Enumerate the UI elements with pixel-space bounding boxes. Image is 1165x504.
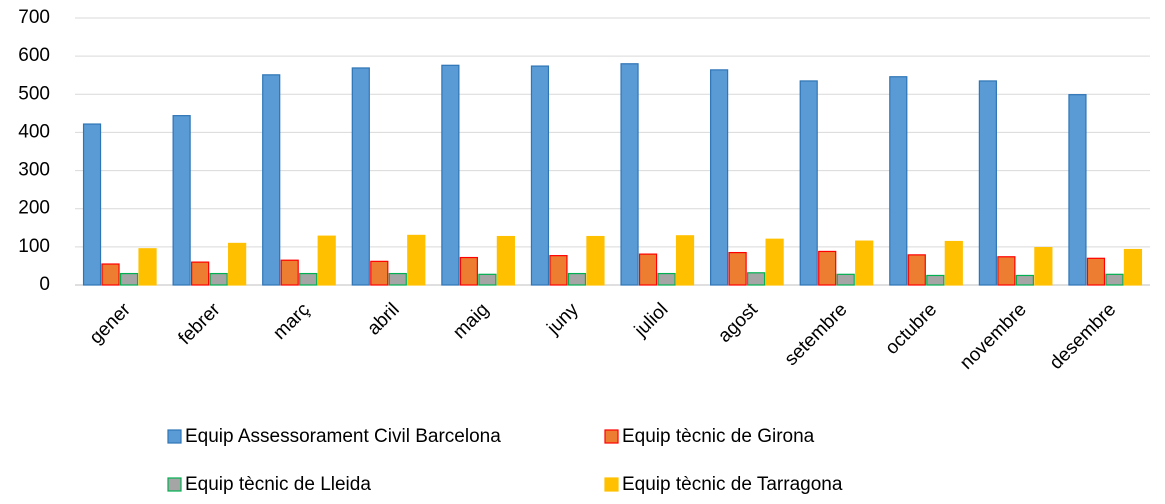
bar	[459, 256, 478, 286]
legend-label: Equip tècnic de Lleida	[185, 474, 371, 495]
x-tick-label: febrer	[175, 299, 225, 349]
bar	[978, 80, 997, 286]
y-tick-label: 0	[39, 274, 50, 295]
bar	[496, 235, 515, 286]
y-tick-label: 200	[18, 198, 50, 219]
bar	[567, 272, 587, 286]
x-tick-label: juny	[543, 299, 584, 340]
bar	[407, 234, 426, 286]
bar	[728, 251, 747, 286]
bar	[370, 260, 389, 286]
bar	[172, 115, 191, 286]
bar	[119, 272, 139, 286]
bar	[638, 253, 658, 286]
bar	[101, 263, 120, 286]
bar	[657, 272, 676, 286]
bar	[799, 80, 818, 286]
bar	[478, 273, 497, 286]
bar	[1105, 273, 1124, 286]
bar	[944, 240, 963, 286]
bar	[926, 274, 945, 286]
y-tick-label: 100	[18, 236, 50, 257]
x-tick-label: maig	[449, 299, 493, 343]
bar	[855, 240, 874, 286]
y-tick-label: 400	[18, 121, 50, 142]
x-tick-label: abril	[363, 299, 403, 339]
bar	[675, 235, 695, 286]
legend-label: Equip Assessorament Civil Barcelona	[185, 426, 501, 447]
bar	[710, 69, 729, 286]
bar	[818, 250, 837, 286]
bar	[317, 235, 336, 286]
x-tick-label: novembre	[956, 299, 1031, 374]
bar	[138, 248, 157, 286]
bar	[280, 259, 299, 286]
bar	[997, 256, 1016, 286]
legend-label: Equip tècnic de Girona	[622, 426, 815, 447]
x-tick-label: desembre	[1046, 299, 1121, 374]
y-tick-label: 600	[18, 45, 50, 66]
y-tick-label: 500	[18, 83, 50, 104]
bar	[1015, 274, 1034, 286]
x-tick-label: juliol	[630, 299, 672, 341]
legend-swatch	[167, 429, 182, 444]
x-tick-label: març	[269, 299, 314, 344]
bar	[620, 63, 639, 286]
bar	[441, 64, 460, 286]
bar	[262, 74, 281, 286]
bar	[1086, 257, 1106, 286]
legend-swatch	[604, 429, 619, 444]
bar	[299, 272, 318, 286]
x-tick-label: setembre	[781, 299, 852, 370]
bar	[747, 272, 766, 286]
bar	[228, 242, 247, 286]
bar	[586, 235, 605, 286]
x-tick-label: octubre	[881, 299, 941, 359]
bar	[836, 273, 855, 286]
x-tick-label: gener	[86, 299, 136, 349]
y-tick-label: 700	[18, 7, 50, 28]
bar	[1123, 248, 1143, 286]
bar	[82, 123, 102, 286]
legend-label: Equip tècnic de Tarragona	[622, 474, 843, 495]
x-tick-label: agost	[714, 299, 762, 347]
bar	[889, 76, 908, 286]
bar	[1068, 94, 1087, 286]
y-tick-label: 300	[18, 160, 50, 181]
bar	[1034, 247, 1053, 286]
bar	[191, 261, 210, 286]
bar	[765, 238, 784, 286]
bar	[907, 254, 926, 286]
legend-swatch	[604, 477, 619, 492]
bar	[549, 255, 568, 286]
legend-swatch	[167, 477, 182, 492]
bar	[530, 65, 550, 286]
bar	[351, 67, 370, 286]
bar	[388, 272, 407, 286]
bar	[209, 272, 228, 286]
